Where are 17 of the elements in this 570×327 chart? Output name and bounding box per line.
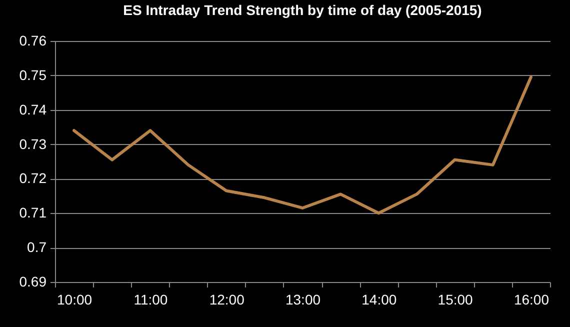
line-series: [72, 76, 532, 215]
chart-title: ES Intraday Trend Strength by time of day (2005-2015): [123, 2, 482, 18]
y-tick-label: 0.72: [19, 170, 47, 186]
y-tick-label: 0.75: [19, 66, 47, 83]
x-tick-label: 16:00: [514, 292, 550, 308]
y-tick-label: 0.74: [19, 101, 47, 118]
x-tick-label: 12:00: [209, 292, 245, 308]
x-tick-label: 11:00: [134, 292, 168, 308]
x-tick-label: 10:00: [57, 292, 92, 308]
x-tick-label: 15:00: [438, 292, 474, 308]
y-tick-label: 0.73: [19, 136, 47, 152]
y-tick-label: 0.71: [19, 204, 47, 221]
x-tick-label: 13:00: [285, 292, 321, 308]
y-tick-label: 0.76: [19, 32, 47, 48]
x-tick-label: 14:00: [362, 292, 397, 308]
y-tick-label: 0.69: [19, 274, 47, 290]
y-tick-label: 0.7: [27, 239, 47, 256]
